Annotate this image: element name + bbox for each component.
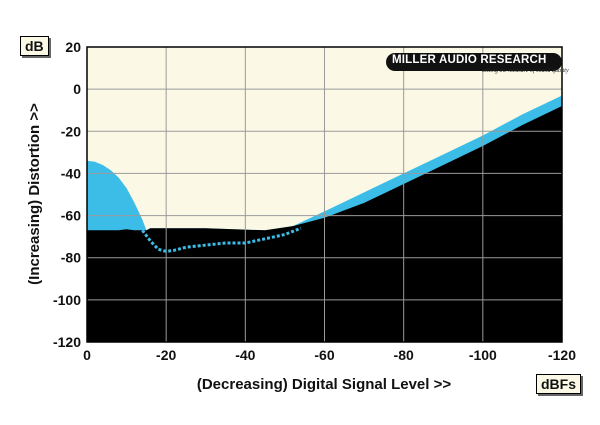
x-axis-title: (Decreasing) Digital Signal Level >> — [197, 376, 451, 393]
x-tick-label: -20 — [156, 347, 176, 363]
y-tick-label: 20 — [65, 39, 81, 55]
logo-name: MILLER AUDIO RESEARCH — [392, 54, 547, 66]
y-tick-label: -120 — [53, 334, 81, 350]
miller-audio-research-logo: MILLER AUDIO RESEARCH setting the measur… — [386, 53, 569, 74]
y-tick-label: -100 — [53, 292, 81, 308]
dotted-distortion-line — [141, 226, 302, 253]
y-tick-label: -40 — [61, 165, 81, 181]
y-tick-label: -80 — [61, 250, 81, 266]
plot-frame — [86, 46, 563, 343]
x-tick-label: 0 — [83, 347, 91, 363]
x-unit-label: dBFs — [536, 374, 581, 394]
y-tick-label: -20 — [61, 123, 81, 139]
y-unit-label: dB — [20, 36, 49, 56]
y-tick-label: -60 — [61, 208, 81, 224]
y-tick-labels: 20 0 -20 -40 -60 -80 -100 -120 — [53, 39, 81, 350]
x-tick-labels: 0 -20 -40 -60 -80 -100 -120 — [83, 347, 576, 363]
x-tick-label: -40 — [235, 347, 255, 363]
x-tick-label: -60 — [314, 347, 334, 363]
x-tick-label: -100 — [469, 347, 497, 363]
y-tick-label: 0 — [73, 81, 81, 97]
x-tick-label: -120 — [548, 347, 576, 363]
x-tick-label: -80 — [394, 347, 414, 363]
logo-badge — [386, 53, 562, 71]
y-axis-title: (Increasing) Distortion >> — [26, 103, 43, 285]
logo-tagline: setting the measure of sound quality — [482, 68, 569, 74]
